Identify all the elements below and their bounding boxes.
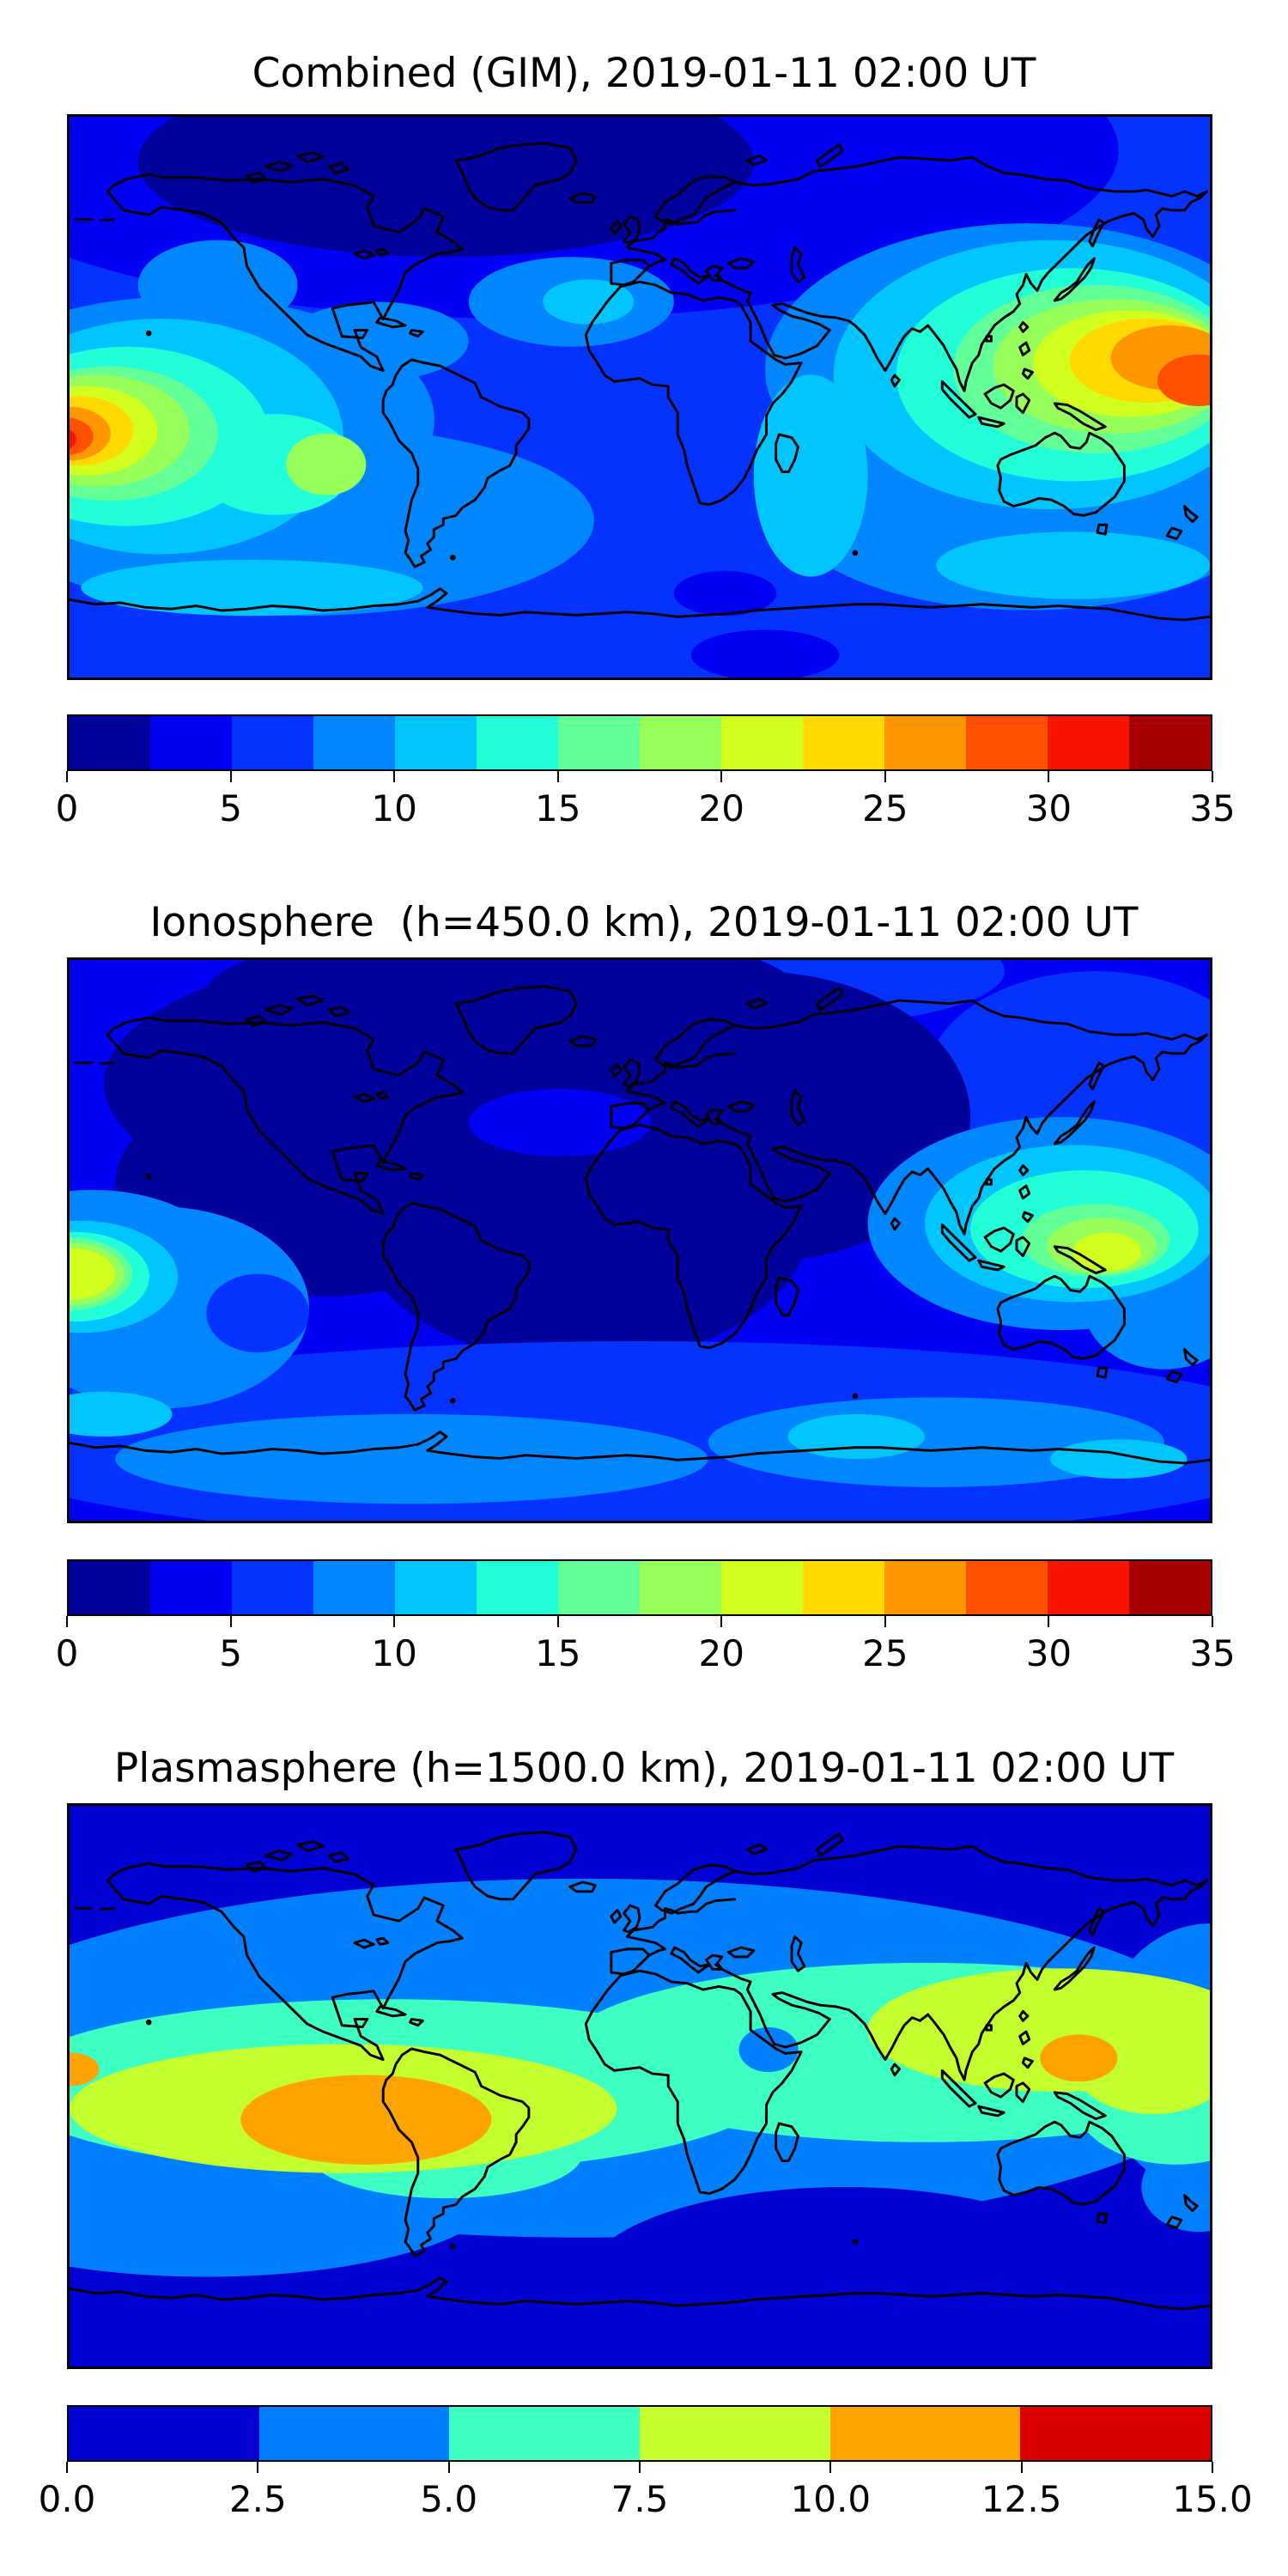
colorbar-tick-mark — [720, 771, 723, 782]
colorbar-segment — [1048, 1561, 1129, 1614]
colorbar-tick-label: 25 — [862, 787, 908, 829]
colorbar-tick-mark — [1212, 1616, 1213, 1627]
colorbar-segment — [449, 2407, 641, 2460]
colorbar-tick-label: 15.0 — [1172, 2478, 1253, 2520]
panel2-contour-map — [70, 960, 1210, 1521]
colorbar-segment — [640, 2407, 830, 2460]
colorbar-segment — [69, 716, 150, 769]
colorbar-tick-mark — [66, 2462, 68, 2473]
colorbar-segment — [884, 1561, 966, 1614]
colorbar-segment — [150, 1561, 232, 1614]
colorbar-tick-label: 20 — [698, 1632, 745, 1674]
colorbar-tick-mark — [1212, 2462, 1213, 2473]
colorbar-segment — [1048, 716, 1129, 769]
colorbar-tick-mark — [393, 1616, 396, 1627]
colorbar-tick-mark — [257, 2462, 259, 2473]
colorbar-tick-label: 10 — [371, 1632, 417, 1674]
colorbar-tick-mark — [66, 1616, 68, 1627]
colorbar-tick-mark — [884, 1616, 886, 1627]
panel2-title: Ionosphere (h=450.0 km), 2019-01-11 02:0… — [149, 899, 1139, 946]
panel3-colorbar-ticks: 0.0 2.5 5.0 7.5 10.0 12.5 15.0 — [39, 2462, 1253, 2539]
colorbar-segment — [803, 716, 884, 769]
colorbar-tick-label: 0 — [55, 1632, 79, 1674]
colorbar-segment — [803, 1561, 884, 1614]
colorbar-tick-label: 5 — [219, 1632, 242, 1674]
colorbar-tick-mark — [393, 771, 396, 782]
panel1-contour-map — [70, 117, 1210, 677]
colorbar-tick-mark — [829, 2462, 832, 2473]
colorbar-segment — [232, 1561, 313, 1614]
colorbar-segment — [1020, 2407, 1211, 2460]
panel3-contour-map — [70, 1806, 1210, 2366]
colorbar-tick-mark — [66, 771, 68, 782]
colorbar-tick-label: 10 — [371, 787, 417, 829]
panel1-title: Combined (GIM), 2019-01-11 02:00 UT — [252, 50, 1036, 97]
colorbar-tick-label: 35 — [1189, 1632, 1236, 1674]
colorbar-segment — [1129, 1561, 1211, 1614]
colorbar-segment — [69, 1561, 150, 1614]
colorbar-segment — [829, 2407, 1021, 2460]
colorbar-segment — [69, 2407, 259, 2460]
colorbar-segment — [640, 1561, 721, 1614]
colorbar-segment — [395, 716, 477, 769]
panel2-colorbar-ticks: 0 5 10 15 20 25 30 35 — [56, 1616, 1236, 1693]
colorbar-tick-mark — [447, 2462, 450, 2473]
colorbar-segment — [258, 2407, 450, 2460]
colorbar-segment — [966, 1561, 1048, 1614]
colorbar-tick-label: 10.0 — [790, 2478, 872, 2520]
panel2-map — [67, 957, 1212, 1523]
colorbar-tick-label: 35 — [1189, 787, 1236, 829]
colorbar-tick-mark — [1048, 1616, 1050, 1627]
colorbar-tick-label: 30 — [1025, 1632, 1072, 1674]
colorbar-tick-label: 5 — [219, 787, 242, 829]
coastlines — [70, 1831, 1210, 2311]
colorbar-segment — [640, 716, 721, 769]
colorbar-tick-mark — [1048, 771, 1050, 782]
colorbar-tick-mark — [229, 1616, 232, 1627]
colorbar-tick-mark — [229, 771, 232, 782]
colorbar-tick-label: 5.0 — [420, 2478, 478, 2520]
colorbar-tick-mark — [1212, 771, 1213, 782]
colorbar-segment — [558, 1561, 640, 1614]
colorbar-tick-label: 30 — [1025, 787, 1072, 829]
colorbar-segment — [313, 1561, 395, 1614]
colorbar-segment — [1129, 716, 1211, 769]
colorbar-tick-label: 15 — [534, 1632, 581, 1674]
colorbar-tick-mark — [639, 2462, 641, 2473]
colorbar-tick-mark — [884, 771, 886, 782]
colorbar-segment — [477, 1561, 558, 1614]
panel2-colorbar — [67, 1559, 1212, 1616]
coastlines — [70, 985, 1210, 1465]
colorbar-tick-label: 20 — [698, 787, 745, 829]
colorbar-segment — [558, 716, 640, 769]
colorbar-tick-mark — [556, 1616, 559, 1627]
coastlines — [70, 142, 1210, 622]
colorbar-tick-mark — [556, 771, 559, 782]
colorbar-segment — [721, 716, 803, 769]
colorbar-segment — [884, 716, 966, 769]
colorbar-segment — [313, 716, 395, 769]
colorbar-segment — [232, 716, 313, 769]
panel1-map — [67, 114, 1212, 680]
colorbar-tick-mark — [720, 1616, 723, 1627]
colorbar-segment — [721, 1561, 803, 1614]
panel3-colorbar — [67, 2405, 1212, 2462]
colorbar-tick-label: 25 — [862, 1632, 908, 1674]
colorbar-tick-label: 7.5 — [611, 2478, 669, 2520]
panel1-colorbar-ticks: 0 5 10 15 20 25 30 35 — [56, 771, 1236, 848]
colorbar-tick-mark — [1020, 2462, 1023, 2473]
colorbar-segment — [477, 716, 558, 769]
colorbar-segment — [966, 716, 1048, 769]
colorbar-tick-label: 0 — [55, 787, 79, 829]
panel3-map — [67, 1803, 1212, 2369]
panel3-title: Plasmasphere (h=1500.0 km), 2019-01-11 0… — [113, 1745, 1175, 1792]
colorbar-tick-label: 2.5 — [228, 2478, 287, 2520]
panel1-colorbar — [67, 714, 1212, 771]
colorbar-segment — [395, 1561, 477, 1614]
colorbar-segment — [150, 716, 232, 769]
colorbar-tick-label: 12.5 — [981, 2478, 1062, 2520]
colorbar-tick-label: 0.0 — [38, 2478, 96, 2520]
colorbar-tick-label: 15 — [534, 787, 581, 829]
